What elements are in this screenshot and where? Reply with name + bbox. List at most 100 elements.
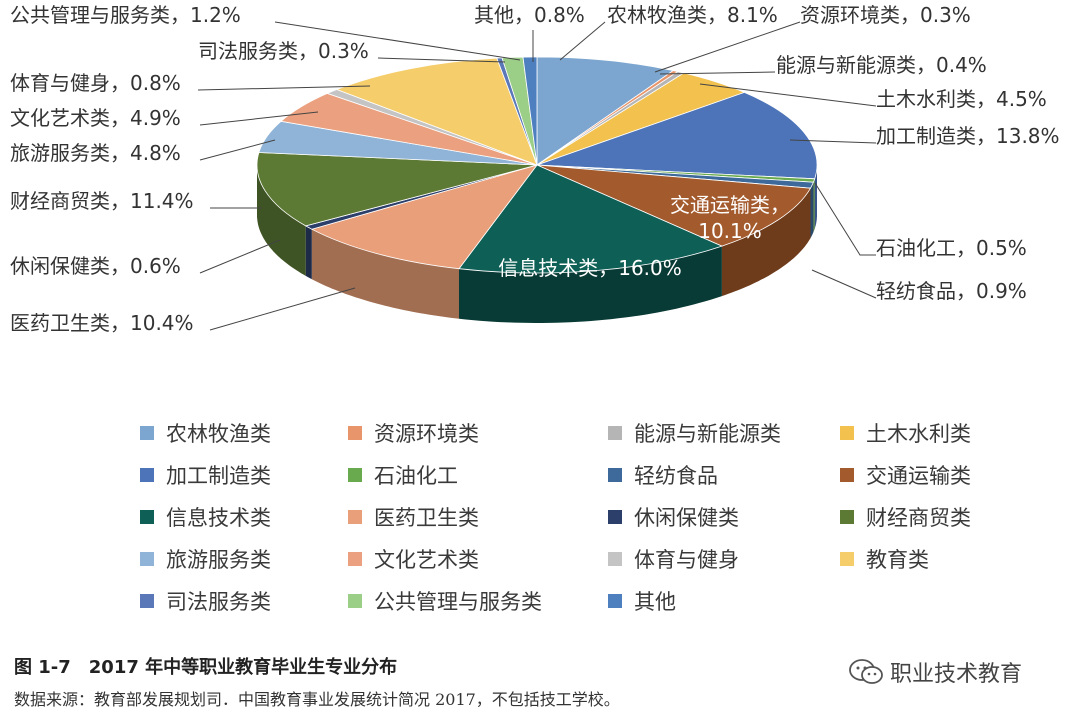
data-label-体育与健身: 体育与健身，0.8% (10, 71, 181, 95)
leader-line-农林牧渔类 (559, 21, 606, 61)
data-label-司法服务类: 司法服务类，0.3% (198, 39, 369, 63)
legend-item-轻纺食品: 轻纺食品 (608, 460, 718, 490)
leader-lines (197, 21, 877, 331)
legend-swatch (348, 510, 362, 524)
watermark: 职业技术教育 (848, 656, 1022, 688)
legend-item-教育类: 教育类 (840, 544, 929, 574)
legend-label: 医药卫生类 (374, 506, 479, 530)
pie-side-6 (813, 178, 815, 233)
legend-swatch (608, 510, 622, 524)
pie-side-walls (257, 165, 817, 323)
pie-slice-医药卫生类 (310, 164, 539, 270)
data-label-土木水利类: 土木水利类，4.5% (876, 87, 1047, 111)
legend-label: 文化艺术类 (374, 548, 479, 572)
legend-item-土木水利类: 土木水利类 (840, 418, 971, 448)
leader-line-公共管理与服务类 (274, 21, 521, 61)
legend-swatch (348, 468, 362, 482)
leader-line-旅游服务类 (199, 139, 276, 161)
data-source-note: 数据来源：教育部发展规划司．中国教育事业发展统计简况 2017，不包括技工学校。 (14, 690, 620, 709)
legend-item-休闲保健类: 休闲保健类 (608, 502, 739, 532)
legend-item-能源与新能源类: 能源与新能源类 (608, 418, 781, 448)
pie-side-12 (257, 165, 306, 276)
leader-line-文化艺术类 (199, 111, 319, 126)
leader-line-资源环境类 (654, 21, 801, 73)
pie-side-5 (814, 165, 817, 229)
slice-labels: 农林牧渔类，8.1% 资源环境类，0.3% 能源与新能源类，0.4% 土木水利类，4.… (10, 3, 1060, 335)
legend-label: 石油化工 (374, 464, 458, 488)
pie-slice-加工制造类 (536, 91, 818, 180)
leader-line-石油化工 (814, 182, 876, 256)
pie-side-9 (459, 246, 722, 323)
pie-side-8 (721, 188, 811, 297)
leader-line-土木水利类 (699, 83, 877, 107)
legend-item-农林牧渔类: 农林牧渔类 (140, 418, 271, 448)
legend-label: 土木水利类 (866, 422, 971, 446)
legend-label: 交通运输类 (866, 464, 971, 488)
legend-swatch (608, 468, 622, 482)
legend-label: 轻纺食品 (634, 464, 718, 488)
legend-item-文化艺术类: 文化艺术类 (348, 544, 479, 574)
pie-slice-其他 (522, 56, 538, 166)
legend-label: 其他 (634, 590, 676, 614)
data-label-公共管理与服务类: 公共管理与服务类，1.2% (10, 3, 241, 27)
data-label-资源环境类: 资源环境类，0.3% (800, 3, 971, 27)
data-label-农林牧渔类: 农林牧渔类，8.1% (607, 3, 778, 27)
legend-item-石油化工: 石油化工 (348, 460, 458, 490)
leader-line-加工制造类 (789, 139, 877, 144)
legend-item-司法服务类: 司法服务类 (140, 586, 271, 616)
legend-swatch (840, 552, 854, 566)
data-label-交通运输类: 交通运输类， 10.1% (670, 193, 790, 243)
pie-slice-农林牧渔类 (536, 56, 675, 166)
legend-item-体育与健身: 体育与健身 (608, 544, 739, 574)
legend-item-加工制造类: 加工制造类 (140, 460, 271, 490)
legend-swatch (840, 426, 854, 440)
legend-item-公共管理与服务类: 公共管理与服务类 (348, 586, 542, 616)
legend-swatch (608, 594, 622, 608)
legend-label: 信息技术类 (166, 506, 271, 530)
data-label-休闲保健类: 休闲保健类，0.6% (10, 254, 181, 278)
legend-item-其他: 其他 (608, 586, 676, 616)
data-label-能源与新能源类: 能源与新能源类，0.4% (776, 53, 987, 77)
legend-item-旅游服务类: 旅游服务类 (140, 544, 271, 574)
data-label-文化艺术类: 文化艺术类，4.9% (10, 106, 181, 130)
legend-item-资源环境类: 资源环境类 (348, 418, 479, 448)
legend-item-交通运输类: 交通运输类 (840, 460, 971, 490)
legend-item-医药卫生类: 医药卫生类 (348, 502, 479, 532)
data-label-医药卫生类: 医药卫生类，10.4% (10, 311, 194, 335)
pie-side-10 (311, 229, 459, 319)
legend-swatch (348, 426, 362, 440)
pie-chart: 农林牧渔类，8.1% 资源环境类，0.3% 能源与新能源类，0.4% 土木水利类，4.… (10, 3, 1060, 335)
legend-label: 司法服务类 (166, 590, 271, 614)
legend-label: 教育类 (866, 548, 929, 572)
legend-label: 资源环境类 (374, 422, 479, 446)
legend-label: 公共管理与服务类 (374, 590, 542, 614)
leader-line-医药卫生类 (209, 287, 356, 331)
legend-swatch (608, 552, 622, 566)
legend-swatch (840, 468, 854, 482)
data-label-加工制造类: 加工制造类，13.8% (876, 124, 1060, 148)
legend-swatch (348, 594, 362, 608)
data-label-轻纺食品: 轻纺食品，0.9% (876, 279, 1027, 303)
legend-swatch (608, 426, 622, 440)
leader-line-休闲保健类 (199, 239, 281, 274)
legend-label: 农林牧渔类 (166, 422, 271, 446)
wechat-icon (849, 659, 883, 684)
pie-top (256, 56, 818, 274)
leader-line-司法服务类 (377, 57, 506, 63)
legend-swatch (140, 468, 154, 482)
legend-label: 体育与健身 (634, 548, 739, 572)
legend-label: 加工制造类 (166, 464, 271, 488)
legend-swatch (140, 594, 154, 608)
data-label-信息技术类: 信息技术类，16.0% (498, 256, 682, 280)
pie-slice-财经商贸类 (256, 152, 538, 227)
legend-swatch (840, 510, 854, 524)
legend-item-财经商贸类: 财经商贸类 (840, 502, 971, 532)
pie-side-7 (810, 182, 814, 239)
data-label-旅游服务类: 旅游服务类，4.8% (10, 141, 181, 165)
data-label-财经商贸类: 财经商贸类，11.4% (10, 189, 194, 213)
pie-slice-交通运输类 (536, 164, 812, 247)
legend-item-信息技术类: 信息技术类 (140, 502, 271, 532)
legend-label: 能源与新能源类 (634, 422, 781, 446)
leader-line-体育与健身 (197, 85, 371, 91)
legend-label: 财经商贸类 (866, 506, 971, 530)
